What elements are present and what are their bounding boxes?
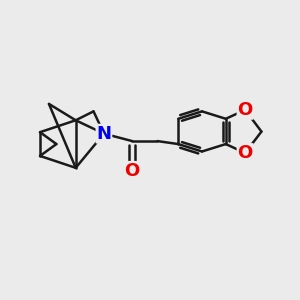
Text: O: O <box>124 162 140 180</box>
Text: O: O <box>238 144 253 162</box>
Text: N: N <box>96 125 111 143</box>
Text: O: O <box>238 101 253 119</box>
